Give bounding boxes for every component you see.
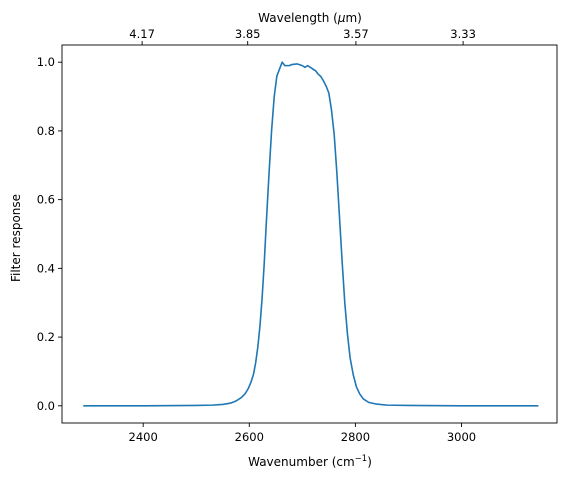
top-axis-ticks: 4.17 3.85 3.57 3.33 bbox=[129, 27, 476, 45]
y-axis-label: Filter response bbox=[9, 194, 23, 282]
x-axis-ticks: 2400 2600 2800 3000 bbox=[129, 423, 476, 444]
filter-response-line bbox=[83, 61, 539, 407]
y-tick-label: 0.2 bbox=[37, 330, 55, 344]
top-tick-label: 3.57 bbox=[343, 27, 369, 41]
y-tick-label: 0.6 bbox=[37, 193, 55, 207]
x-axis-label-superscript: −1 bbox=[355, 454, 368, 464]
top-tick-label: 4.17 bbox=[129, 27, 155, 41]
plot-frame bbox=[61, 44, 558, 424]
top-tick-label: 3.85 bbox=[235, 27, 261, 41]
x-tick-label: 3000 bbox=[447, 430, 476, 444]
top-axis-label-mu: μ bbox=[337, 11, 346, 25]
y-axis-ticks: 0.0 0.2 0.4 0.6 0.8 1.0 bbox=[37, 55, 62, 413]
top-tick-label: 3.33 bbox=[450, 27, 476, 41]
y-tick-label: 0.0 bbox=[37, 399, 55, 413]
x-tick-label: 2400 bbox=[129, 430, 158, 444]
x-axis-label: Wavenumber (cm−1) bbox=[248, 454, 372, 469]
plot-background bbox=[62, 45, 557, 423]
x-tick-label: 2600 bbox=[235, 430, 264, 444]
y-tick-label: 0.4 bbox=[37, 261, 55, 275]
x-tick-label: 2800 bbox=[341, 430, 370, 444]
y-tick-label: 0.8 bbox=[37, 124, 55, 138]
top-axis-label: Wavelength (μm) bbox=[258, 11, 362, 25]
y-tick-label: 1.0 bbox=[37, 55, 55, 69]
